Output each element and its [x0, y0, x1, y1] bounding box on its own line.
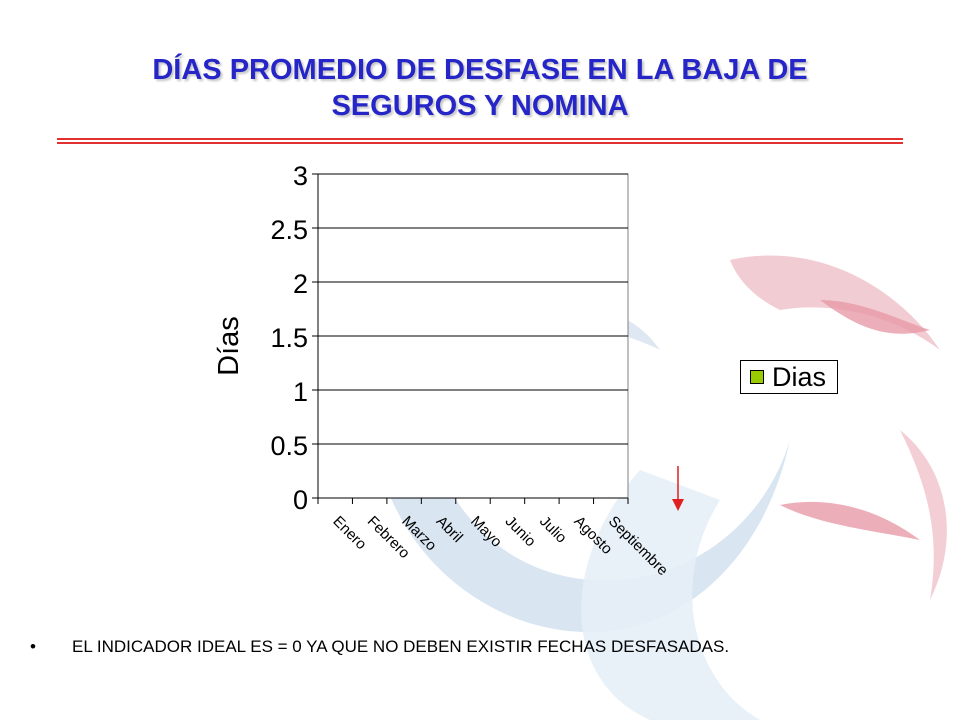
title-rule-bottom: [57, 142, 903, 144]
slide-title: DÍAS PROMEDIO DE DESFASE EN LA BAJA DE S…: [60, 52, 900, 124]
footnote-text: EL INDICADOR IDEAL ES = 0 YA QUE NO DEBE…: [72, 637, 730, 656]
y-tick-label: 0: [293, 485, 308, 515]
y-tick-label: 1: [293, 377, 308, 407]
footnote: • EL INDICADOR IDEAL ES = 0 YA QUE NO DEB…: [30, 637, 729, 657]
title-line-2: SEGUROS Y NOMINA: [331, 90, 629, 122]
title-rule-top: [57, 138, 903, 140]
x-tick-label: Mayo: [467, 513, 505, 551]
x-tick-label: Junio: [502, 513, 539, 550]
y-tick-label: 1.5: [270, 323, 308, 353]
x-tick-label: Agosto: [571, 513, 616, 558]
x-tick-label: Julio: [536, 513, 570, 547]
bullet-icon: •: [30, 637, 36, 656]
y-axis-label: Días: [213, 316, 245, 376]
x-tick-label: Enero: [329, 513, 369, 553]
legend-label-dias: Dias: [772, 361, 827, 392]
title-line-1: DÍAS PROMEDIO DE DESFASE EN LA BAJA DE: [152, 54, 808, 86]
legend-swatch: [750, 370, 764, 384]
y-tick-label: 2: [293, 269, 308, 299]
y-tick-label: 2.5: [270, 215, 308, 245]
chart-legend: Dias: [740, 360, 838, 394]
y-tick-label: 0.5: [270, 431, 308, 461]
y-tick-label: 3: [293, 161, 308, 191]
